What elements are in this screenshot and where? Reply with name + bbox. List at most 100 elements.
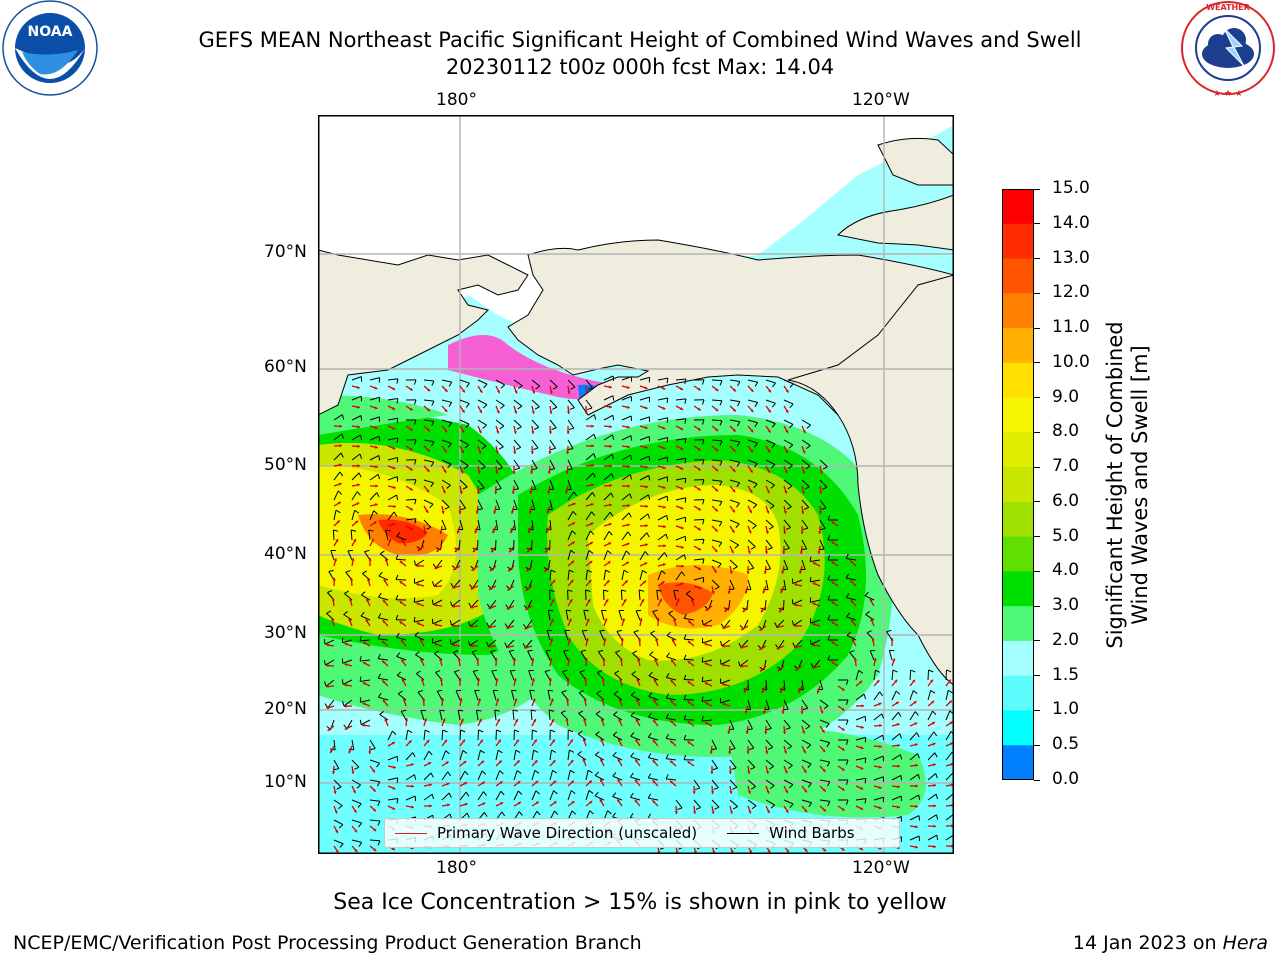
wind-barb-flag (826, 742, 831, 748)
wind-barb (801, 499, 810, 508)
wind-barb (648, 716, 659, 721)
wind-barb (635, 610, 641, 621)
wind-barb (765, 459, 776, 465)
wave-arrow-head (528, 510, 532, 514)
wind-barb (494, 539, 497, 551)
wave-arrow-head (727, 591, 731, 594)
wave-arrow-head (802, 730, 806, 734)
wind-barb-flag (341, 701, 345, 707)
wave-arrow-head (812, 622, 816, 626)
wind-barb-flag (647, 513, 650, 519)
wind-barb (603, 375, 614, 381)
wave-arrow-head (822, 768, 826, 772)
wind-barb (549, 570, 552, 581)
wave-arrow-head (350, 578, 354, 581)
wind-barb (723, 619, 731, 629)
wave-arrow-head (859, 680, 863, 684)
wind-barb (630, 735, 641, 741)
wind-barb (666, 635, 677, 641)
wind-barb-flag (548, 609, 554, 612)
wind-barb (747, 439, 758, 444)
wave-arrow-head (604, 618, 608, 622)
wind-barb (495, 790, 502, 801)
wind-barb-flag (684, 398, 687, 404)
wave-arrow-head (498, 739, 501, 743)
wave-arrow-head (533, 739, 537, 743)
wind-barb-flag (732, 806, 738, 810)
wave-arrow-head (704, 682, 708, 686)
wind-barb (405, 752, 414, 761)
wind-barb (855, 777, 866, 781)
wind-barb-flag (845, 739, 849, 745)
wave-arrow-head (410, 763, 414, 767)
wave-arrow-head (870, 618, 874, 622)
wind-barb-flag (431, 794, 435, 800)
wind-barb-flag (490, 649, 496, 653)
wind-barb (846, 597, 857, 601)
wind-barb (639, 396, 650, 401)
wave-arrow-head (776, 646, 780, 650)
wind-barb (729, 499, 740, 504)
wind-barb (531, 750, 535, 761)
wave-arrow-head (494, 658, 498, 661)
wind-barb-flag (808, 802, 813, 808)
wind-barb (387, 755, 398, 761)
wave-arrow-head (381, 640, 385, 644)
wave-arrow-head (442, 490, 446, 494)
wind-barb-flag (665, 713, 670, 719)
wind-barb-flag (648, 475, 651, 481)
wave-arrow-head (644, 543, 648, 547)
wave-arrow-head (627, 425, 630, 429)
wind-barb-flag (377, 820, 381, 826)
wave-arrow-head (423, 531, 427, 534)
wind-barb-flag (460, 507, 466, 511)
wind-barb-flag (717, 563, 722, 568)
colorbar-tick-mark (1034, 640, 1040, 642)
wind-barb-flag (734, 544, 739, 549)
wind-barb (909, 794, 919, 801)
wind-barb-flag (677, 807, 683, 811)
wave-arrow-head (530, 451, 534, 454)
wave-arrow-head (357, 483, 360, 487)
wave-arrow-head (426, 448, 430, 452)
wave-arrow-head (728, 771, 732, 774)
wind-barb-flag (822, 486, 828, 490)
wave-arrow-head (368, 558, 372, 561)
wind-barb-flag (661, 570, 666, 575)
wind-barb-flag (491, 669, 497, 672)
wind-barb (927, 690, 932, 701)
wind-barb-flag (522, 643, 526, 648)
wind-barb (639, 416, 650, 421)
wind-barb (909, 732, 918, 741)
wave-arrow-head (589, 801, 593, 804)
wind-barb (549, 790, 555, 801)
wind-barb-flag (702, 558, 705, 564)
wind-barb (657, 570, 662, 581)
colorbar-tick-label: 1.5 (1052, 664, 1080, 685)
wind-barb-flag (588, 790, 594, 794)
wind-barb-flag (597, 670, 603, 674)
wave-arrow-head (441, 511, 445, 514)
wind-barb-flag (486, 622, 490, 628)
wave-arrow-head (747, 790, 751, 794)
wind-barb-flag (918, 794, 921, 801)
wind-barb-flag (858, 669, 864, 674)
wind-barb (819, 499, 827, 509)
wave-arrow-head (831, 521, 835, 525)
wind-barb-flag (517, 385, 523, 390)
wind-barb (423, 399, 434, 402)
colorbar-swatch (1002, 328, 1034, 364)
wind-barb (567, 399, 575, 408)
colorbar-tick-label: 2.0 (1052, 629, 1080, 650)
wind-barb (945, 751, 953, 761)
wave-arrow-head (425, 509, 429, 513)
wave-arrow-head (339, 424, 342, 428)
wave-arrow-head (831, 661, 835, 665)
wind-barb (330, 550, 335, 561)
wind-barb (387, 398, 398, 401)
wind-barb-flag (719, 420, 723, 426)
wave-arrow-head (748, 810, 752, 814)
wave-arrow-head (785, 450, 788, 454)
wind-barb-flag (570, 386, 576, 390)
wind-barb (441, 439, 452, 444)
